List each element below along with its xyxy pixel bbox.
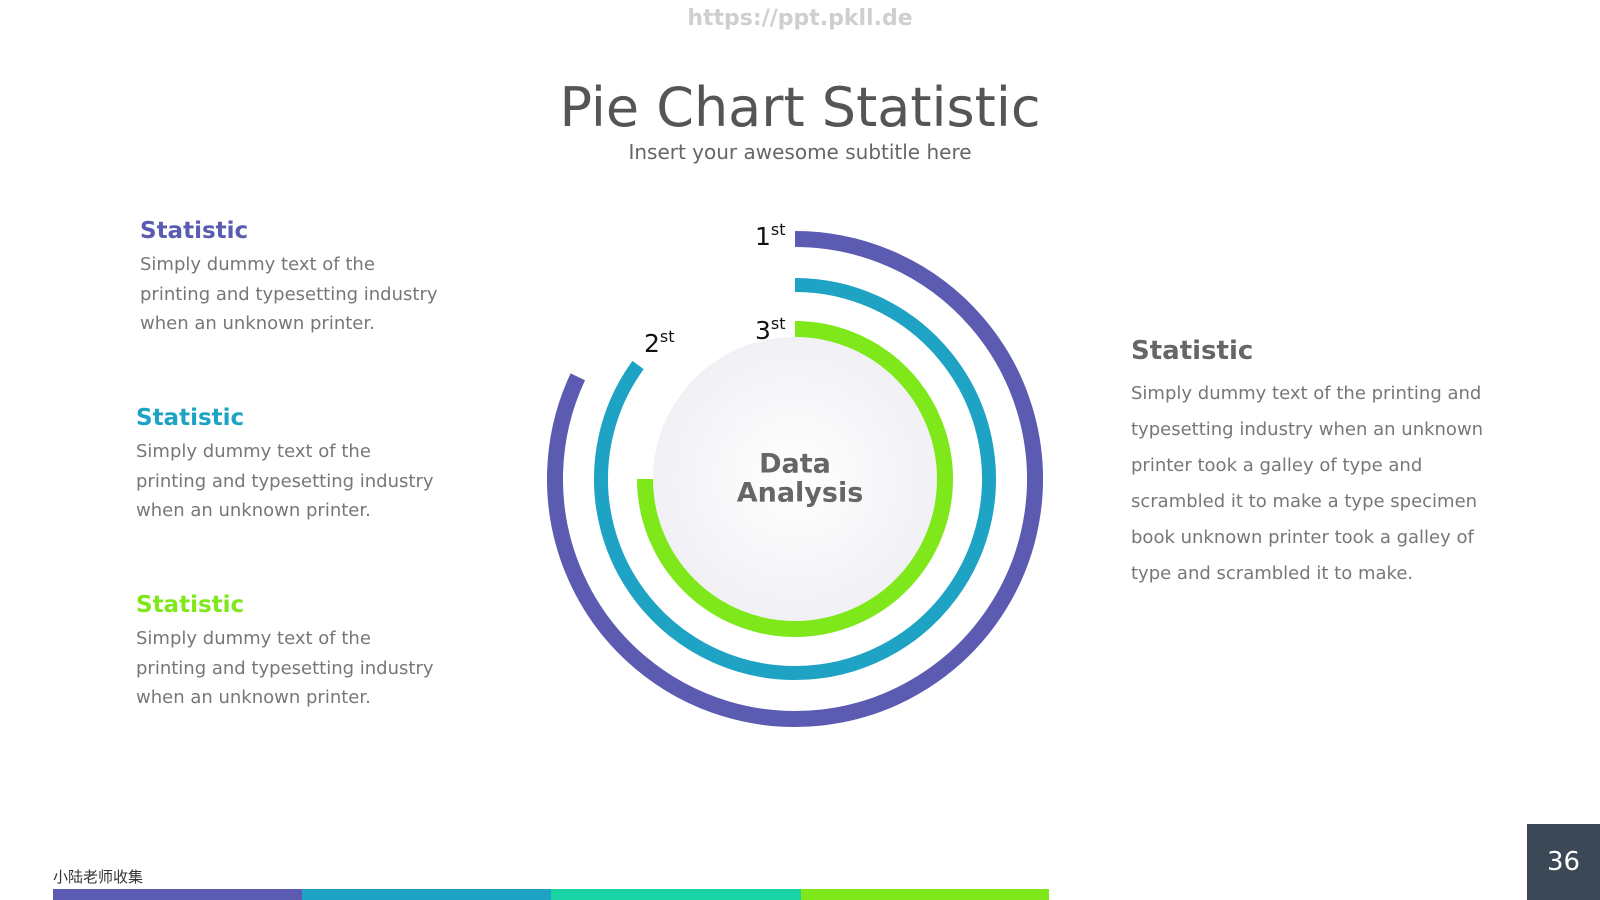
ring-arc xyxy=(637,321,953,637)
right-item: Statistic Simply dummy text of the print… xyxy=(1131,336,1511,592)
footer-bar xyxy=(302,889,551,900)
left-item: Statistic Simply dummy text of the print… xyxy=(136,592,436,713)
ring-arc xyxy=(594,278,996,680)
footer-text: 小陆老师收集 xyxy=(53,868,144,886)
center-disc xyxy=(653,337,937,621)
rank-suffix: st xyxy=(771,314,786,333)
item-title: Statistic xyxy=(136,592,245,618)
watermark: https://ppt.pkll.de xyxy=(687,6,913,31)
center-label: Analysis xyxy=(737,478,864,509)
item-title: Statistic xyxy=(136,405,245,431)
page-number: 36 xyxy=(1527,824,1600,900)
rank: 3 xyxy=(755,316,771,345)
rank-suffix: st xyxy=(771,220,786,239)
item-title: Statistic xyxy=(1131,336,1254,366)
item-text: Simply dummy text of the printing and ty… xyxy=(1131,383,1484,584)
rank-label: 2st xyxy=(644,327,675,358)
footer-bar xyxy=(801,889,1049,900)
item-title: Statistic xyxy=(140,218,249,244)
center-label: Data xyxy=(759,449,831,480)
title: Pie Chart Statistic xyxy=(559,76,1041,139)
footer-bar xyxy=(551,889,801,900)
rank-suffix: st xyxy=(660,327,675,346)
subtitle: Insert your awesome subtitle here xyxy=(628,140,972,164)
footer-bar xyxy=(53,889,302,900)
item-text: Simply dummy text of the printing and ty… xyxy=(140,254,438,334)
rank-label: 3st xyxy=(755,314,786,345)
ring-arc xyxy=(547,231,1043,727)
item-text: Simply dummy text of the printing and ty… xyxy=(136,628,434,708)
left-item: Statistic Simply dummy text of the print… xyxy=(136,405,436,526)
rank-label: 1st xyxy=(755,220,786,251)
item-text: Simply dummy text of the printing and ty… xyxy=(136,441,434,521)
rank: 2 xyxy=(644,329,660,358)
rank: 1 xyxy=(755,222,771,251)
left-item: Statistic Simply dummy text of the print… xyxy=(140,218,440,339)
